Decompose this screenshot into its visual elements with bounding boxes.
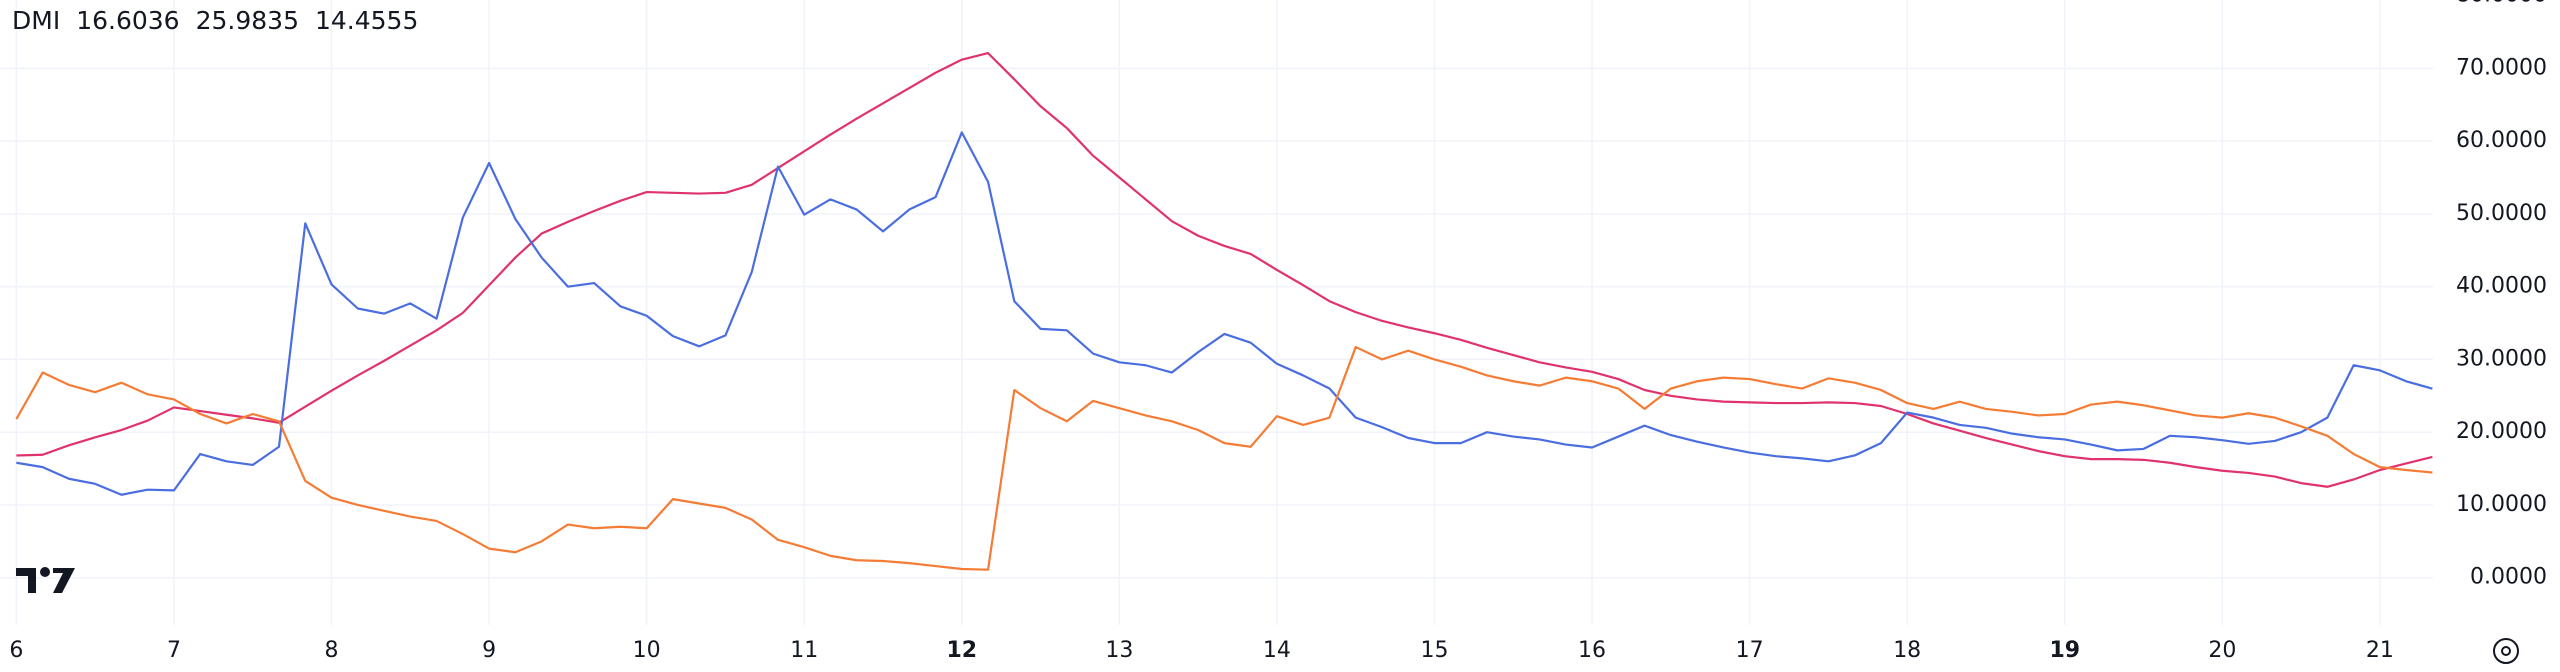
x-tick-label: 11 [790, 638, 818, 663]
x-tick-label: 17 [1736, 638, 1764, 663]
logo [16, 567, 75, 593]
x-tick-label: 16 [1578, 638, 1606, 663]
settings-icon[interactable] [2493, 638, 2519, 664]
x-tick-label: 15 [1420, 638, 1448, 663]
legend: DMI 16.6036 25.9835 14.4555 [12, 6, 418, 35]
x-tick-label: 12 [946, 638, 977, 663]
x-tick-label: 8 [325, 638, 339, 663]
x-tick-label: 13 [1105, 638, 1133, 663]
x-tick-label: 21 [2366, 638, 2394, 663]
legend-value: 25.9835 [196, 6, 299, 35]
lines [15, 52, 2433, 571]
y-tick-label: 50.0000 [2456, 201, 2547, 226]
y-tick-label: 30.0000 [2456, 346, 2547, 371]
x-tick-label: 14 [1263, 638, 1291, 663]
legend-title: DMI [12, 6, 60, 35]
y-tick-label: 20.0000 [2456, 419, 2547, 444]
x-tick-label: 6 [9, 638, 23, 663]
y-tick-label: 10.0000 [2456, 492, 2547, 517]
axes: 0.0000 10.0000 20.0000 30.0000 40.0000 50.000… [9, 0, 2547, 663]
x-tick-label: 7 [167, 638, 181, 663]
series-line [16, 52, 2433, 488]
x-tick-label: 10 [633, 638, 661, 663]
y-tick-label: 60.0000 [2456, 128, 2547, 153]
x-tick-label: 20 [2208, 638, 2236, 663]
x-tick-label: 18 [1893, 638, 1921, 663]
y-tick-label: 0.0000 [2470, 565, 2547, 590]
y-tick-label: 70.0000 [2456, 55, 2547, 80]
series-line [15, 345, 2433, 571]
x-tick-label: 9 [482, 638, 496, 663]
x-tick-label: 19 [2049, 638, 2080, 663]
legend-value: 14.4555 [315, 6, 418, 35]
y-tick-label: 40.0000 [2456, 274, 2547, 299]
y-tick-label: 80.0000 [2456, 0, 2547, 8]
legend-value: 16.6036 [76, 6, 179, 35]
grid [0, 0, 2433, 625]
series-line [16, 131, 2433, 496]
